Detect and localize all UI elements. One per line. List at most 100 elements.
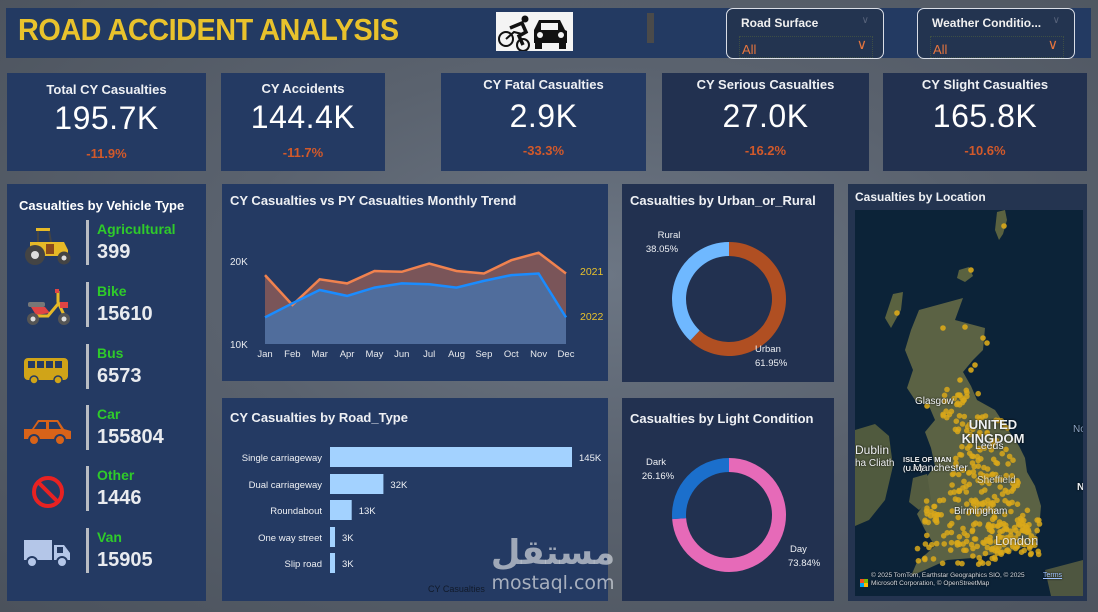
weather-condition-dropdown[interactable]: All ∨ xyxy=(930,36,1064,58)
casualty-dot[interactable] xyxy=(1009,473,1015,479)
casualty-dot[interactable] xyxy=(933,540,940,547)
casualty-dot[interactable] xyxy=(982,474,988,481)
casualty-dot[interactable] xyxy=(1001,540,1008,546)
casualty-dot[interactable] xyxy=(924,403,930,409)
casualty-dot[interactable] xyxy=(979,414,985,420)
casualty-dot[interactable] xyxy=(981,445,988,451)
casualty-dot[interactable] xyxy=(948,539,955,546)
casualty-dot[interactable] xyxy=(1032,542,1038,548)
casualty-dot[interactable] xyxy=(985,560,992,567)
casualty-dot[interactable] xyxy=(972,536,979,542)
casualty-dot[interactable] xyxy=(959,560,965,567)
casualty-dot[interactable] xyxy=(956,392,962,398)
casualty-dot[interactable] xyxy=(956,534,963,540)
casualty-dot[interactable] xyxy=(1022,522,1029,529)
casualty-dot[interactable] xyxy=(987,503,994,510)
casualty-dot[interactable] xyxy=(946,411,953,418)
casualty-dot[interactable] xyxy=(1003,472,1009,479)
casualty-dot[interactable] xyxy=(948,529,955,536)
casualty-dot[interactable] xyxy=(942,398,948,405)
casualty-dot[interactable] xyxy=(941,392,948,399)
casualty-dot[interactable] xyxy=(951,395,957,402)
casualty-dot[interactable] xyxy=(961,413,968,420)
casualty-dot[interactable] xyxy=(998,476,1005,483)
casualty-dot[interactable] xyxy=(961,547,967,553)
casualty-dot[interactable] xyxy=(970,453,976,460)
casualty-dot[interactable] xyxy=(972,497,979,504)
casualty-dot[interactable] xyxy=(955,471,962,478)
casualty-dot[interactable] xyxy=(994,538,1001,545)
casualty-dot[interactable] xyxy=(930,556,937,562)
casualty-dot[interactable] xyxy=(1009,541,1016,548)
casualty-dot[interactable] xyxy=(977,429,983,436)
casualty-dot[interactable] xyxy=(1004,526,1010,533)
chevron-down-icon[interactable]: ∨ xyxy=(1052,15,1060,26)
casualty-dot[interactable] xyxy=(967,431,974,438)
casualty-dot[interactable] xyxy=(955,560,961,566)
casualty-dot[interactable] xyxy=(961,397,967,403)
road-type-bar[interactable] xyxy=(330,553,336,573)
casualty-dot[interactable] xyxy=(964,445,971,451)
casualty-dot[interactable] xyxy=(979,507,985,514)
casualty-dot[interactable] xyxy=(981,540,987,547)
casualty-dot[interactable] xyxy=(975,463,982,469)
casualty-dot[interactable] xyxy=(1001,223,1007,229)
casualty-dot[interactable] xyxy=(966,481,973,488)
casualty-dot[interactable] xyxy=(1004,547,1011,553)
road-surface-dropdown[interactable]: All ∨ xyxy=(739,36,873,58)
casualty-dot[interactable] xyxy=(1032,535,1038,542)
casualty-dot[interactable] xyxy=(1014,477,1020,484)
chevron-down-icon[interactable]: ∨ xyxy=(1047,37,1058,53)
casualty-dot[interactable] xyxy=(964,501,970,507)
chevron-down-icon[interactable]: ∨ xyxy=(861,15,869,26)
casualty-dot[interactable] xyxy=(962,324,968,330)
casualty-dot[interactable] xyxy=(944,386,950,393)
casualty-dot[interactable] xyxy=(994,547,1001,554)
casualty-dot[interactable] xyxy=(940,413,946,419)
road-type-bar[interactable] xyxy=(330,474,384,494)
casualty-dot[interactable] xyxy=(951,489,957,495)
casualty-dot[interactable] xyxy=(976,554,982,561)
casualty-dot[interactable] xyxy=(989,555,995,562)
casualty-dot[interactable] xyxy=(949,508,956,514)
casualty-dot[interactable] xyxy=(1014,517,1021,523)
casualty-dot[interactable] xyxy=(968,267,974,273)
road-surface-slicer[interactable]: Road Surface ∨ All ∨ xyxy=(726,8,884,59)
casualty-dot[interactable] xyxy=(956,413,963,419)
casualty-dot[interactable] xyxy=(1000,535,1006,541)
casualty-dot[interactable] xyxy=(959,421,966,427)
chevron-down-icon[interactable]: ∨ xyxy=(856,37,867,53)
casualty-dot[interactable] xyxy=(984,466,991,472)
casualty-dot[interactable] xyxy=(958,452,965,458)
casualty-dot[interactable] xyxy=(915,558,922,564)
casualty-dot[interactable] xyxy=(982,550,989,557)
casualty-dot[interactable] xyxy=(954,401,960,408)
casualty-dot[interactable] xyxy=(1014,482,1021,489)
casualty-dot[interactable] xyxy=(984,431,991,437)
casualty-dot[interactable] xyxy=(924,532,930,539)
casualty-dot[interactable] xyxy=(979,560,986,566)
casualty-dot[interactable] xyxy=(953,462,959,469)
road-type-bar[interactable] xyxy=(330,500,352,520)
casualty-dot[interactable] xyxy=(1022,541,1028,548)
casualty-dot[interactable] xyxy=(922,556,928,563)
road-type-bar[interactable] xyxy=(330,527,336,547)
casualty-dot[interactable] xyxy=(970,553,976,559)
casualty-dot[interactable] xyxy=(968,367,974,373)
casualty-dot[interactable] xyxy=(969,528,975,535)
casualty-dot[interactable] xyxy=(964,424,971,430)
casualty-dot[interactable] xyxy=(1008,508,1014,515)
casualty-dot[interactable] xyxy=(987,539,994,546)
casualty-dot[interactable] xyxy=(955,497,962,503)
casualty-dot[interactable] xyxy=(940,533,947,539)
casualty-dot[interactable] xyxy=(1001,422,1008,429)
casualty-dot[interactable] xyxy=(953,418,960,424)
casualty-dot[interactable] xyxy=(968,541,975,548)
casualty-dot[interactable] xyxy=(988,447,995,453)
casualty-dot[interactable] xyxy=(924,505,930,512)
casualty-dot[interactable] xyxy=(923,498,930,504)
casualty-dot[interactable] xyxy=(991,515,998,521)
casualty-dot[interactable] xyxy=(974,453,981,460)
casualty-dot[interactable] xyxy=(997,484,1003,490)
casualty-dot[interactable] xyxy=(932,517,938,523)
